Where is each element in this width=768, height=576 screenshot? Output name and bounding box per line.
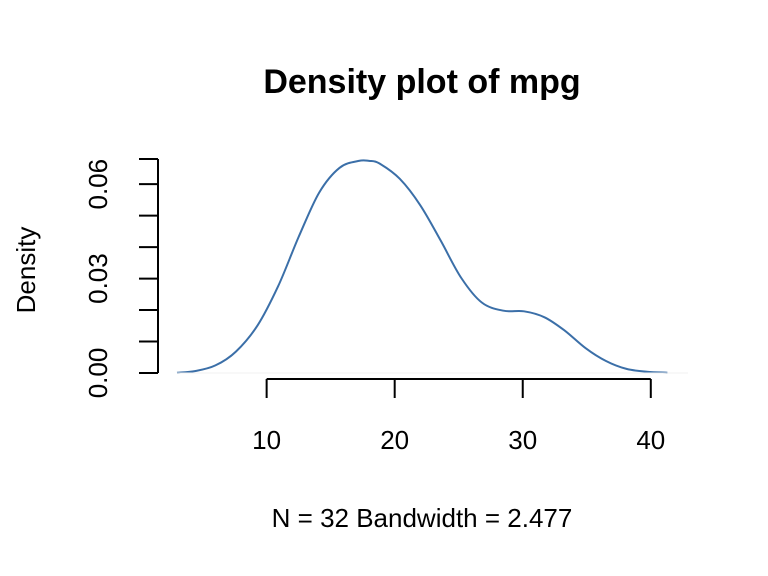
y-tick-label: 0.06	[83, 159, 113, 210]
y-tick-label: 0.03	[83, 253, 113, 304]
y-axis: 0.00 0.03 0.06	[83, 158, 159, 399]
x-axis: 10 20 30 40	[252, 378, 665, 455]
x-tick-label: 30	[508, 425, 537, 455]
y-tick-label: 0.00	[83, 348, 113, 399]
chart-title: Density plot of mpg	[263, 63, 580, 101]
x-tick-label: 40	[636, 425, 665, 455]
plot-area	[176, 159, 688, 374]
density-curve-line	[176, 159, 668, 374]
y-axis-label: Density	[11, 227, 41, 314]
chart-subtitle: N = 32 Bandwidth = 2.477	[272, 503, 573, 533]
x-tick-label: 20	[380, 425, 409, 455]
x-tick-label: 10	[252, 425, 281, 455]
